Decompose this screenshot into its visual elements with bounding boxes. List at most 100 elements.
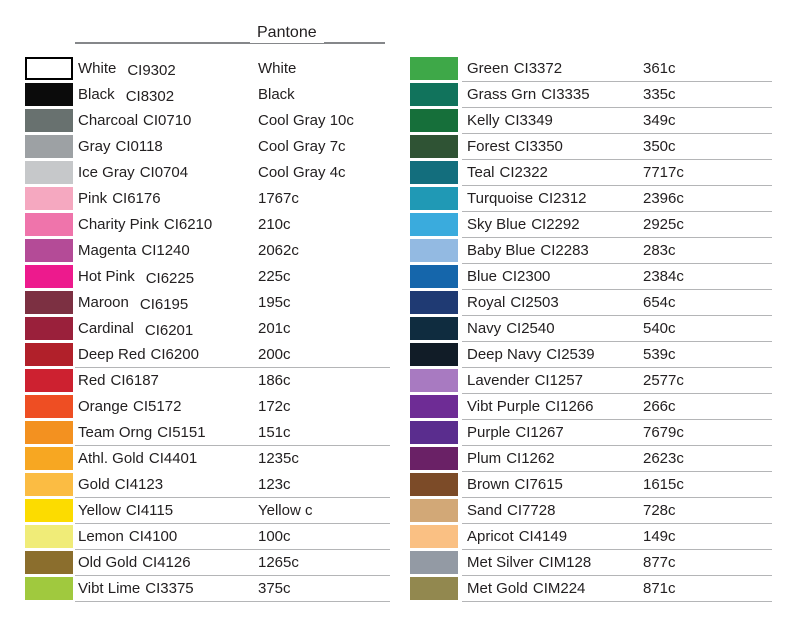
color-code: CI3350 bbox=[514, 138, 563, 155]
color-row: White CI9302 White bbox=[25, 56, 390, 82]
color-swatch bbox=[410, 499, 458, 522]
color-row: Gold CI4123 123c bbox=[25, 472, 390, 498]
pantone-value: 349c bbox=[643, 112, 676, 129]
color-name: Royal CI2503 bbox=[467, 290, 559, 315]
color-name: Vibt Purple CI1266 bbox=[467, 394, 593, 419]
color-name: Green CI3372 bbox=[467, 56, 562, 81]
color-name-text: Cardinal bbox=[78, 320, 134, 337]
color-name: Team Orng CI5151 bbox=[78, 420, 206, 445]
color-row: Baby Blue CI2283 283c bbox=[410, 238, 775, 264]
pantone-value: 225c bbox=[258, 268, 291, 285]
color-code: CI6210 bbox=[163, 216, 213, 233]
color-name-text: Sand bbox=[467, 502, 503, 519]
color-swatch bbox=[25, 317, 73, 340]
color-row: Magenta CI1240 2062c bbox=[25, 238, 390, 264]
pantone-value: 200c bbox=[258, 346, 291, 363]
pantone-value: 654c bbox=[643, 294, 676, 311]
color-code: CI6201 bbox=[144, 322, 194, 339]
color-name: Magenta CI1240 bbox=[78, 238, 190, 263]
color-row: Met Silver CIM128 877c bbox=[410, 550, 775, 576]
color-name: Apricot CI4149 bbox=[467, 524, 567, 549]
color-swatch bbox=[25, 395, 73, 418]
color-name: Lavender CI1257 bbox=[467, 368, 583, 393]
color-code: CI2540 bbox=[506, 320, 555, 337]
color-row: Plum CI1262 2623c bbox=[410, 446, 775, 472]
color-swatch bbox=[25, 499, 73, 522]
pantone-value: 186c bbox=[258, 372, 291, 389]
color-name: Ice Gray CI0704 bbox=[78, 160, 188, 185]
color-swatch bbox=[25, 109, 73, 132]
color-code: CI0704 bbox=[139, 164, 189, 181]
pantone-value: 7717c bbox=[643, 164, 684, 181]
color-name-text: Old Gold bbox=[78, 554, 138, 571]
color-name: Red CI6187 bbox=[78, 368, 159, 393]
color-name: Turquoise CI2312 bbox=[467, 186, 587, 211]
color-name-text: White bbox=[78, 60, 117, 77]
color-swatch bbox=[25, 239, 73, 262]
color-code: CI6187 bbox=[110, 372, 159, 389]
color-code: CI2503 bbox=[510, 294, 559, 311]
pantone-value: 1767c bbox=[258, 190, 299, 207]
color-name: Maroon CI6195 bbox=[78, 290, 188, 315]
color-code: CI1267 bbox=[515, 424, 564, 441]
pantone-value: Cool Gray 10c bbox=[258, 112, 354, 129]
color-code: CI1266 bbox=[545, 398, 594, 415]
color-name: Deep Red CI6200 bbox=[78, 342, 199, 367]
color-name: Charity Pink CI6210 bbox=[78, 212, 212, 237]
color-swatch bbox=[25, 135, 73, 158]
color-code: CI0710 bbox=[143, 112, 192, 129]
color-swatch bbox=[25, 291, 73, 314]
color-name-text: Teal bbox=[467, 164, 495, 181]
color-swatch bbox=[410, 525, 458, 548]
color-code: CI0118 bbox=[115, 138, 163, 155]
color-swatch bbox=[410, 343, 458, 366]
color-code: CI9302 bbox=[127, 62, 176, 79]
color-name-text: Deep Navy bbox=[467, 346, 542, 363]
color-row: Lemon CI4100 100c bbox=[25, 524, 390, 550]
color-row: Blue CI2300 2384c bbox=[410, 264, 775, 290]
color-swatch bbox=[410, 369, 458, 392]
pantone-value: 201c bbox=[258, 320, 291, 337]
color-code: CI3375 bbox=[145, 580, 194, 597]
color-row: Forest CI3350 350c bbox=[410, 134, 775, 160]
color-name-text: Black bbox=[78, 86, 115, 103]
color-name: Blue CI2300 bbox=[467, 264, 550, 289]
pantone-value: White bbox=[258, 60, 297, 77]
pantone-value: Cool Gray 7c bbox=[258, 138, 346, 155]
color-name-text: Charcoal bbox=[78, 112, 139, 129]
color-name: Yellow CI4115 bbox=[78, 498, 173, 523]
color-name-text: Deep Red bbox=[78, 346, 146, 363]
color-name: Pink CI6176 bbox=[78, 186, 161, 211]
color-swatch bbox=[410, 83, 458, 106]
color-row: Met Gold CIM224 871c bbox=[410, 576, 775, 602]
color-swatch bbox=[410, 421, 458, 444]
pantone-value: 2062c bbox=[258, 242, 299, 259]
color-code: CIM224 bbox=[532, 580, 586, 597]
color-row: Grass Grn CI3335 335c bbox=[410, 82, 775, 108]
pantone-column-header: Pantone bbox=[250, 24, 324, 43]
pantone-value: 2623c bbox=[643, 450, 684, 467]
color-row: Athl. Gold CI4401 1235c bbox=[25, 446, 390, 472]
color-name: Sand CI7728 bbox=[467, 498, 555, 523]
color-swatch bbox=[410, 109, 458, 132]
color-name-text: Vibt Lime bbox=[78, 580, 141, 597]
color-code: CI2300 bbox=[502, 268, 551, 285]
color-code: CI4123 bbox=[114, 476, 164, 493]
color-row: Green CI3372 361c bbox=[410, 56, 775, 82]
color-name-text: Maroon bbox=[78, 294, 129, 311]
color-row: Charity Pink CI6210 210c bbox=[25, 212, 390, 238]
color-swatch bbox=[410, 239, 458, 262]
color-row: Black CI8302 Black bbox=[25, 82, 390, 108]
color-name: Vibt Lime CI3375 bbox=[78, 576, 194, 601]
color-code: CI2322 bbox=[499, 164, 548, 181]
color-swatch bbox=[410, 161, 458, 184]
color-code: CI4401 bbox=[148, 450, 198, 467]
pantone-value: 283c bbox=[643, 242, 676, 259]
pantone-value: 539c bbox=[643, 346, 676, 363]
color-code: CI6195 bbox=[139, 296, 189, 313]
color-swatch bbox=[410, 187, 458, 210]
pantone-value: 210c bbox=[258, 216, 291, 233]
pantone-value: 1265c bbox=[258, 554, 299, 571]
color-swatch bbox=[25, 369, 73, 392]
